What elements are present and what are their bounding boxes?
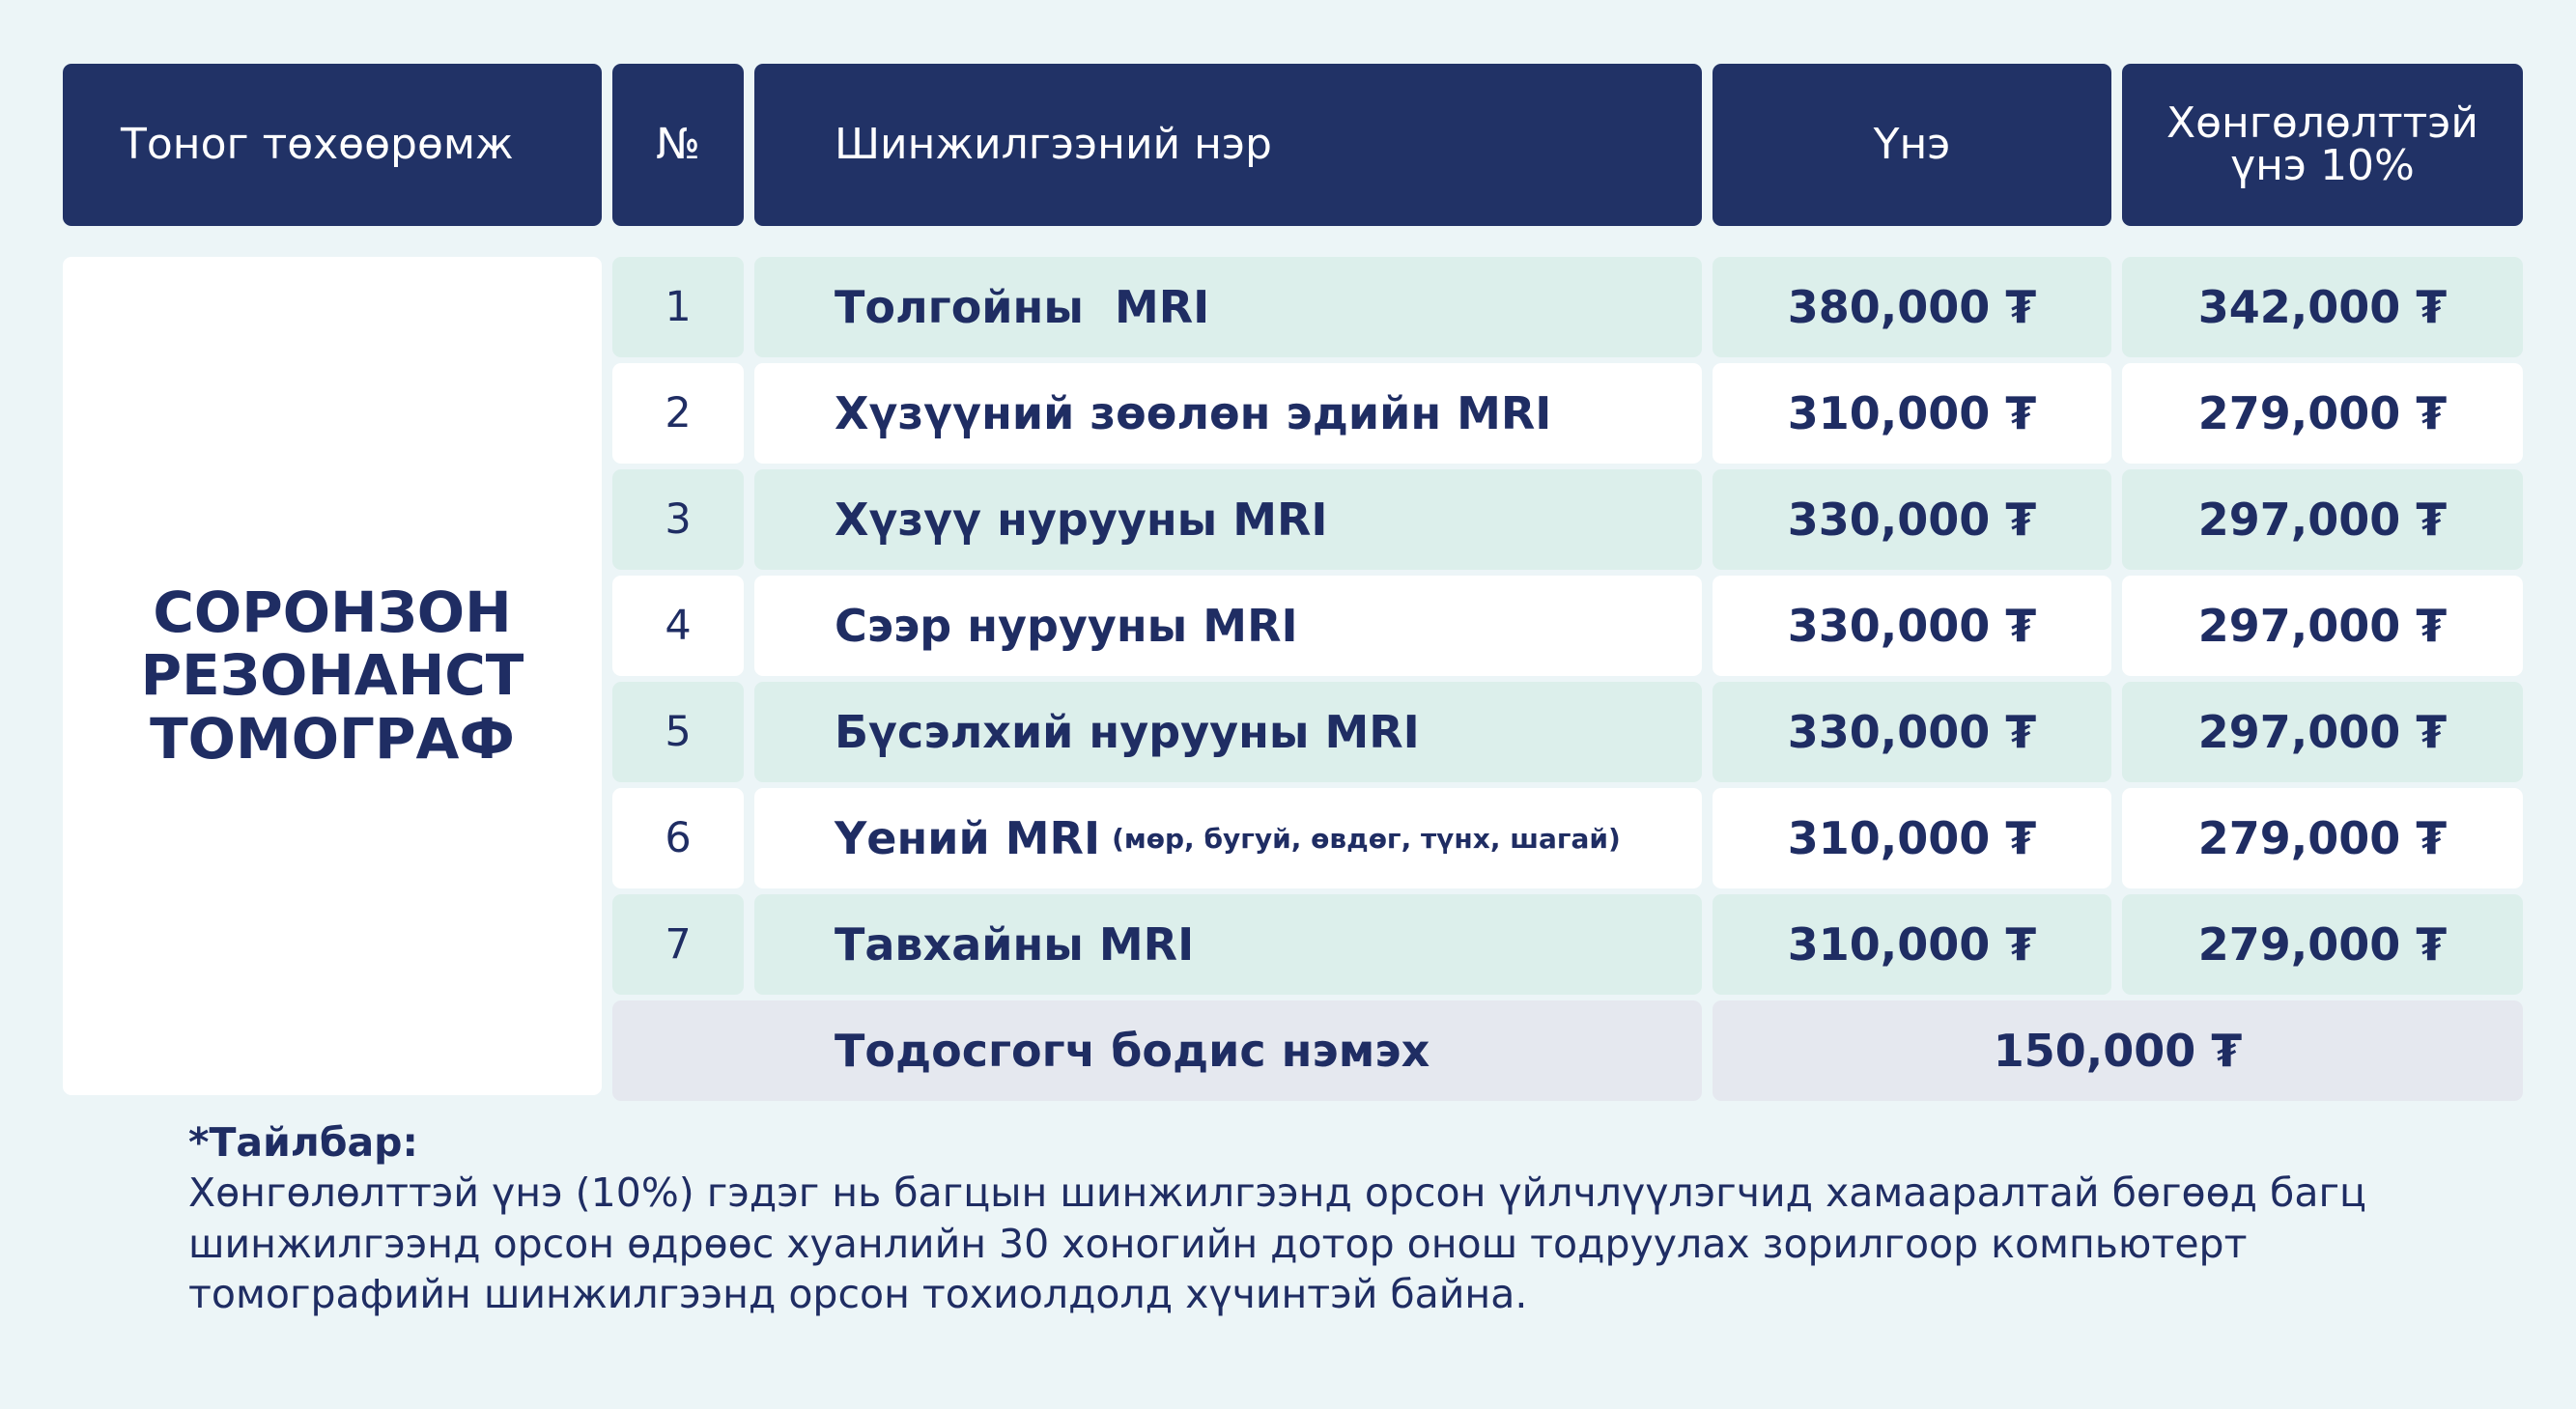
discount-price-text: 279,000 ₮ [2197,387,2448,439]
discount-price-text: 297,000 ₮ [2197,600,2448,652]
price-cell: 330,000 ₮ [1713,682,2111,782]
test-name-note: (мөр, бугуй, өвдөг, түнх, шагай) [1112,822,1621,855]
equipment-cell: СОРОНЗОН РЕЗОНАНСТ ТОМОГРАФ [63,257,602,1095]
test-name-text: Хүзүүний зөөлөн эдийн MRI [835,387,1552,439]
row-number: 1 [612,257,744,357]
row-number: 2 [612,363,744,464]
header-price: Үнэ [1713,64,2111,226]
header-number-label: № [656,120,700,169]
price-text: 330,000 ₮ [1787,706,2037,758]
discount-price-text: 297,000 ₮ [2197,706,2448,758]
discount-price-cell: 279,000 ₮ [2122,363,2523,464]
discount-price-cell: 342,000 ₮ [2122,257,2523,357]
discount-price-cell: 297,000 ₮ [2122,469,2523,570]
test-name: Хүзүү нурууны MRI [754,469,1702,570]
discount-price-text: 342,000 ₮ [2197,281,2448,333]
test-name-text: Сээр нурууны MRI [835,600,1298,652]
header-test-name-label: Шинжилгээний нэр [835,120,1272,169]
footnote: *Тайлбар: Хөнгөлөлттэй үнэ (10%) гэдэг н… [188,1117,2487,1320]
equipment-name: СОРОНЗОН РЕЗОНАНСТ ТОМОГРАФ [140,578,524,772]
row-number: 7 [612,894,744,995]
test-name: Хүзүүний зөөлөн эдийн MRI [754,363,1702,464]
header-equipment: Тоног төхөөрөмж [63,64,602,226]
test-name: Үений MRI (мөр, бугуй, өвдөг, түнх, шагай… [754,788,1702,888]
row-number: 6 [612,788,744,888]
test-name-text: Үений MRI [835,812,1101,864]
contrast-agent-label-cell: Тодосгогч бодис нэмэх [612,1000,1702,1101]
row-number-text: 6 [665,814,692,862]
header-discount-label: Хөнгөлөлттэй үнэ 10% [2166,99,2479,190]
price-text: 380,000 ₮ [1787,281,2037,333]
test-name-text: Бүсэлхий нурууны MRI [835,706,1420,758]
contrast-agent-price: 150,000 ₮ [1993,1025,2243,1077]
discount-price-text: 297,000 ₮ [2197,493,2448,546]
header-equipment-label: Тоног төхөөрөмж [121,120,514,169]
price-text: 310,000 ₮ [1787,387,2037,439]
discount-price-text: 279,000 ₮ [2197,812,2448,864]
price-cell: 380,000 ₮ [1713,257,2111,357]
price-cell: 330,000 ₮ [1713,469,2111,570]
header-test-name: Шинжилгээний нэр [754,64,1702,226]
price-cell: 330,000 ₮ [1713,576,2111,676]
row-number-text: 2 [665,389,692,437]
contrast-agent-price-cell: 150,000 ₮ [1713,1000,2523,1101]
row-number-text: 4 [665,602,692,650]
row-number: 5 [612,682,744,782]
row-number: 3 [612,469,744,570]
discount-price-cell: 279,000 ₮ [2122,894,2523,995]
test-name: Толгойны MRI [754,257,1702,357]
test-name: Тавхайны MRI [754,894,1702,995]
row-number-text: 5 [665,708,692,756]
price-cell: 310,000 ₮ [1713,788,2111,888]
discount-price-cell: 279,000 ₮ [2122,788,2523,888]
price-text: 310,000 ₮ [1787,812,2037,864]
discount-price-text: 279,000 ₮ [2197,918,2448,971]
price-text: 310,000 ₮ [1787,918,2037,971]
header-number: № [612,64,744,226]
row-number-text: 3 [665,495,692,544]
row-number-text: 7 [665,920,692,969]
test-name-text: Толгойны MRI [835,281,1210,333]
row-number-text: 1 [665,283,692,331]
price-text: 330,000 ₮ [1787,600,2037,652]
price-cell: 310,000 ₮ [1713,894,2111,995]
discount-price-cell: 297,000 ₮ [2122,682,2523,782]
header-price-label: Үнэ [1873,120,1951,169]
test-name-text: Тавхайны MRI [835,918,1195,971]
price-text: 330,000 ₮ [1787,493,2037,546]
contrast-agent-label: Тодосгогч бодис нэмэх [835,1025,1430,1077]
row-number: 4 [612,576,744,676]
test-name: Бүсэлхий нурууны MRI [754,682,1702,782]
discount-price-cell: 297,000 ₮ [2122,576,2523,676]
footnote-title: *Тайлбар: [188,1119,418,1166]
test-name: Сээр нурууны MRI [754,576,1702,676]
footnote-text: Хөнгөлөлттэй үнэ (10%) гэдэг нь багцын ш… [188,1169,2366,1318]
test-name-text: Хүзүү нурууны MRI [835,493,1328,546]
header-discount-price: Хөнгөлөлттэй үнэ 10% [2122,64,2523,226]
price-cell: 310,000 ₮ [1713,363,2111,464]
